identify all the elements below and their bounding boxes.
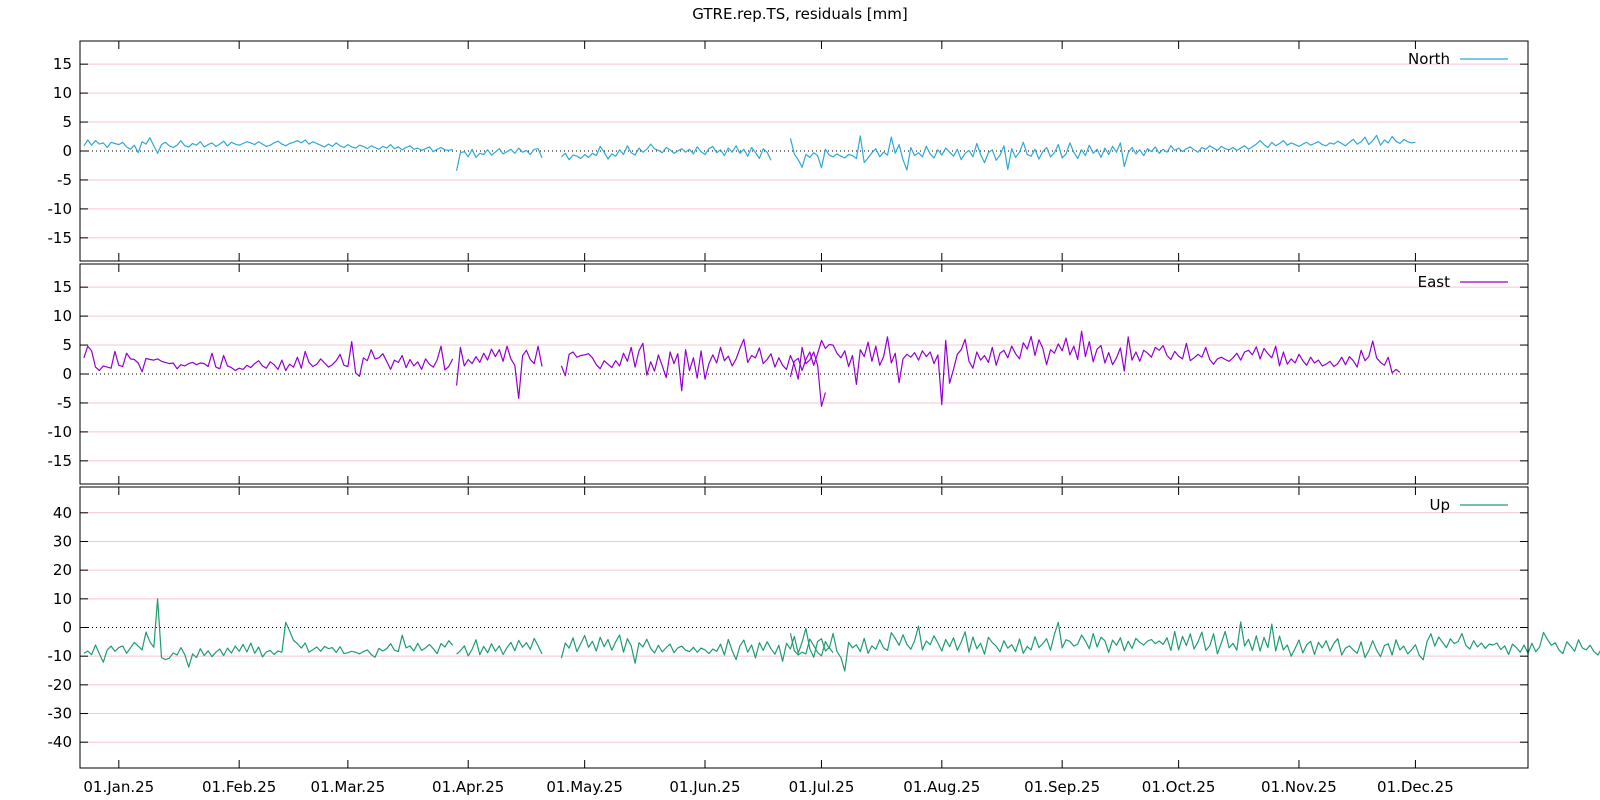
east-legend-label: East <box>1418 273 1450 291</box>
north-series-segment <box>83 137 453 154</box>
north-ytick-label: -5 <box>57 171 72 189</box>
up-ytick-label: 10 <box>53 590 72 608</box>
x-tick-label: 01.Apr.25 <box>432 778 504 796</box>
x-tick-label: 01.Jun.25 <box>669 778 740 796</box>
north-legend-label: North <box>1408 50 1450 68</box>
panel-up: 40 30 20 10 0 -10 -20 -30 -40 Up <box>48 486 1600 769</box>
east-frame <box>79 263 1529 485</box>
east-ytick-label: 0 <box>62 365 72 383</box>
x-tick-label: 01.May.25 <box>546 778 623 796</box>
up-ytick-label: 30 <box>53 532 72 550</box>
x-tick-label: 01.Nov.25 <box>1261 778 1337 796</box>
up-ytick-label: -10 <box>48 647 73 665</box>
panel-north: 15 10 5 0 -5 -10 -15 North <box>48 40 1529 262</box>
up-series-segment <box>789 621 1600 672</box>
x-tick-label: 01.Oct.25 <box>1142 778 1216 796</box>
north-series-segment <box>789 134 1416 171</box>
chart-title: GTRE.rep.TS, residuals [mm] <box>692 5 907 23</box>
up-ytick-label: 40 <box>53 504 72 522</box>
up-legend-label: Up <box>1429 496 1450 514</box>
north-ytick-label: 0 <box>62 142 72 160</box>
x-axis-tick-labels: 01.Jan.25 01.Feb.25 01.Mar.25 01.Apr.25 01.M… <box>83 778 1453 796</box>
x-tick-label: 01.Jul.25 <box>789 778 855 796</box>
east-ytick-label: -10 <box>48 423 73 441</box>
north-ytick-label: 10 <box>53 84 72 102</box>
x-tick-label: 01.Sep.25 <box>1024 778 1100 796</box>
north-frame <box>79 40 1529 262</box>
east-series-segment <box>560 338 826 407</box>
x-tick-label: 01.Mar.25 <box>311 778 386 796</box>
panels: 15 10 5 0 -5 -10 -15 North 15 10 5 0 -5 -10 -15 East 40 3… <box>48 40 1600 769</box>
up-series-segment <box>560 627 834 664</box>
up-frame <box>79 486 1529 769</box>
east-ytick-label: 15 <box>53 278 72 296</box>
up-ytick-label: 0 <box>62 619 72 637</box>
east-series-segment <box>789 330 1401 406</box>
up-ytick-label: -20 <box>48 676 73 694</box>
east-series-segment <box>83 341 454 377</box>
east-ytick-label: 5 <box>62 336 72 354</box>
up-ytick-label: -30 <box>48 705 73 723</box>
east-ytick-label: -5 <box>57 394 72 412</box>
x-tick-label: 01.Dec.25 <box>1377 778 1454 796</box>
north-ytick-label: -10 <box>48 200 73 218</box>
north-series-segment <box>456 147 543 171</box>
x-tick-label: 01.Jan.25 <box>83 778 154 796</box>
x-tick-label: 01.Aug.25 <box>903 778 980 796</box>
north-series-segment <box>560 143 772 161</box>
north-ytick-label: 15 <box>53 55 72 73</box>
east-ytick-label: -15 <box>48 452 73 470</box>
up-series-segment <box>456 637 543 657</box>
north-ytick-label: 5 <box>62 113 72 131</box>
up-ytick-label: -40 <box>48 733 73 751</box>
east-ytick-label: 10 <box>53 307 72 325</box>
panel-east: 15 10 5 0 -5 -10 -15 East <box>48 263 1529 485</box>
up-series-segment <box>83 598 454 668</box>
x-tick-label: 01.Feb.25 <box>202 778 276 796</box>
east-series-segment <box>456 345 543 399</box>
north-ytick-label: -15 <box>48 229 73 247</box>
up-ytick-label: 20 <box>53 561 72 579</box>
